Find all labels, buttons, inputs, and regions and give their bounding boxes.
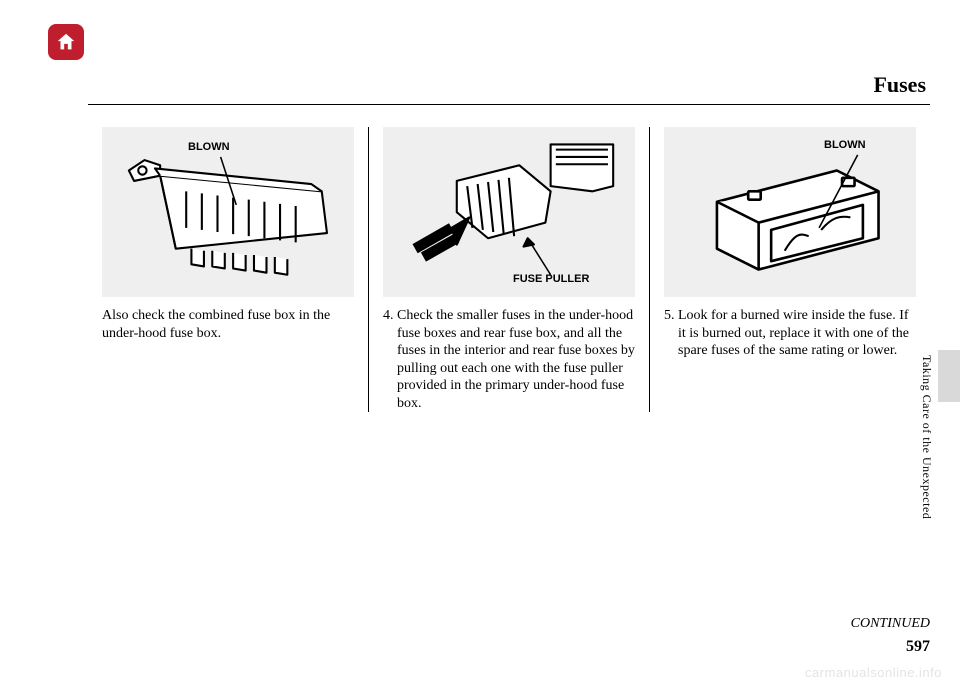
figure-fuse-puller: FUSE PULLER [383,127,635,297]
page-number: 597 [906,638,930,656]
figure-blown-fuse: BLOWN [664,127,916,297]
step-text-5: Look for a burned wire inside the fuse. … [678,308,909,358]
text-left: Also check the combined fuse box in the … [102,307,354,342]
blown-fuse-svg [674,134,906,290]
page-title: Fuses [88,72,930,105]
columns: BLOWN [88,127,930,412]
label-fuse-puller: FUSE PULLER [513,273,589,285]
page-content: Fuses BLOWN [88,72,930,658]
label-blown-1: BLOWN [188,141,230,153]
step-text-4: Check the smaller fuses in the under-hoo… [397,308,635,411]
step-num-5: 5. [664,308,675,323]
figure-combined-fuse-box: BLOWN [102,127,354,297]
fuse-puller-svg [393,134,625,290]
step-num-4: 4. [383,308,394,323]
watermark: carmanualsonline.info [805,665,942,680]
text-right: 5. Look for a burned wire inside the fus… [664,307,916,360]
side-tab [938,350,960,402]
column-left: BLOWN [88,127,368,412]
column-right: BLOWN [649,127,930,412]
combined-fuse-box-svg [112,134,344,290]
column-mid: FUSE PULLER [368,127,649,412]
text-mid: 4. Check the smaller fuses in the under-… [383,307,635,412]
home-icon [55,31,77,53]
label-blown-2: BLOWN [824,139,866,151]
home-button[interactable] [48,24,84,60]
continued-label: CONTINUED [851,616,930,632]
section-label: Taking Care of the Unexpected [919,355,934,519]
